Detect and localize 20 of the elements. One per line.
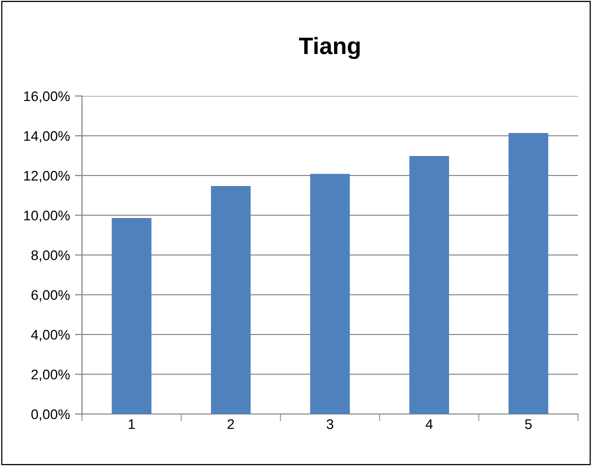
y-tick-label: 4,00%	[31, 330, 70, 342]
x-tick-label: 4	[426, 419, 433, 429]
x-tick-label: 1	[128, 419, 135, 429]
y-tick-label: 10,00%	[24, 210, 70, 222]
chart-title: Tiang	[298, 36, 360, 60]
x-tick-label: 5	[525, 419, 532, 430]
bar	[409, 156, 450, 414]
x-tick-label: 2	[228, 419, 234, 429]
bar	[112, 218, 152, 414]
x-tick-label: 3	[326, 419, 334, 430]
y-tick-label: 14,00%	[24, 131, 70, 143]
y-tick-label: 8,00%	[31, 250, 70, 262]
y-tick-label: 6,00%	[32, 290, 70, 302]
y-tick-label: 0,00%	[31, 409, 70, 421]
y-tick-label: 12,00%	[24, 170, 70, 182]
bar	[508, 132, 548, 414]
bar	[210, 186, 251, 414]
y-tick-label: 2,00%	[32, 370, 70, 382]
y-tick-label: 16,00%	[24, 91, 70, 103]
bar	[310, 174, 350, 414]
